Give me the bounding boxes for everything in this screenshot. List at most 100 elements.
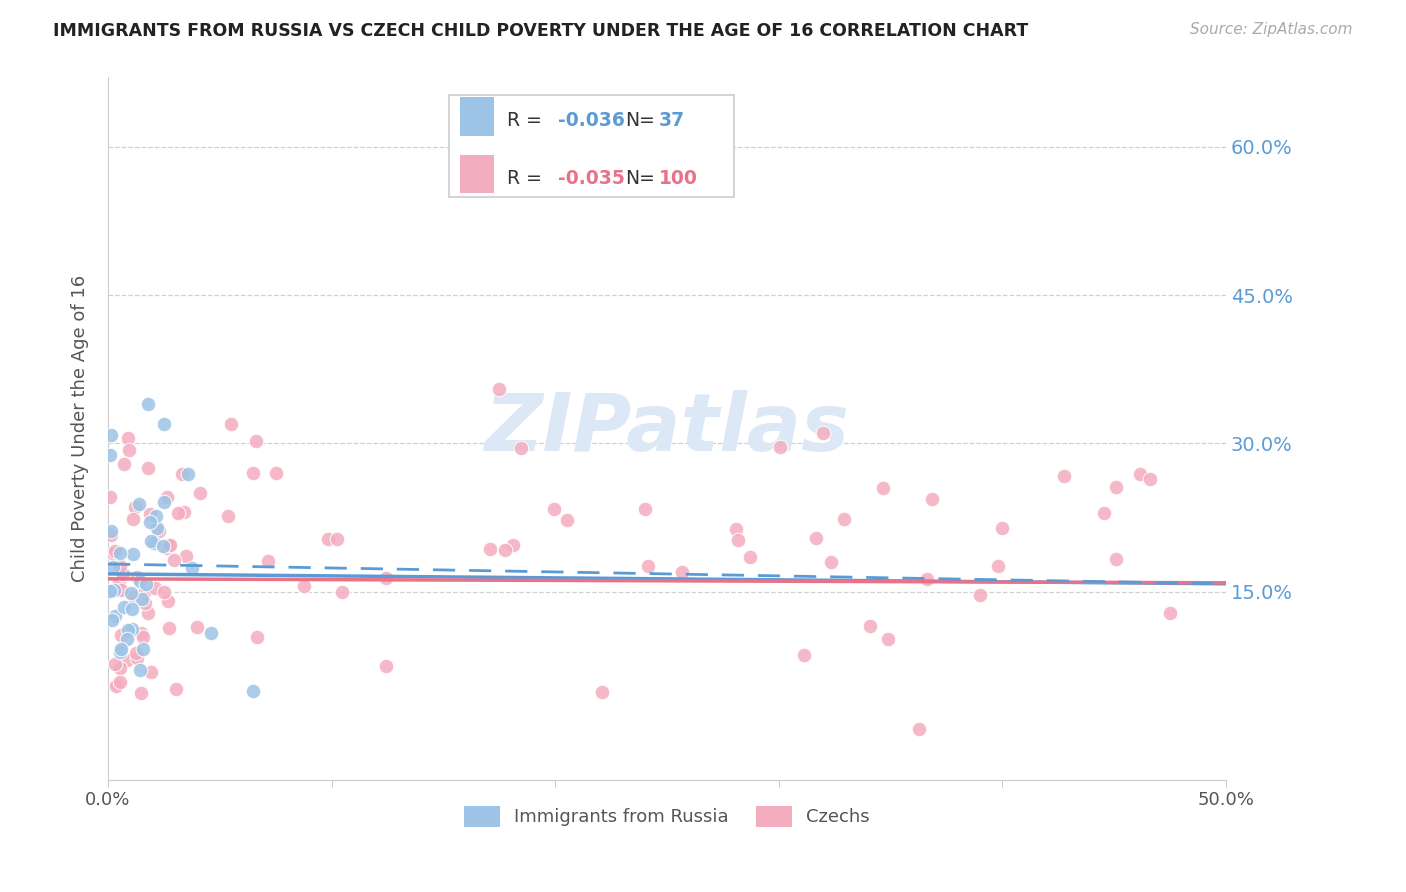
Point — [139, 533, 162, 548]
Point — [115, 653, 138, 667]
Point — [112, 600, 135, 615]
Text: 100: 100 — [659, 169, 697, 187]
Point — [167, 506, 190, 520]
Point — [117, 431, 139, 445]
Point — [872, 481, 894, 495]
Point — [132, 641, 155, 656]
Point — [115, 632, 138, 646]
Point — [375, 571, 398, 585]
Point — [139, 515, 162, 529]
Point — [156, 490, 179, 504]
Text: IMMIGRANTS FROM RUSSIA VS CZECH CHILD POVERTY UNDER THE AGE OF 16 CORRELATION CH: IMMIGRANTS FROM RUSSIA VS CZECH CHILD PO… — [53, 22, 1029, 40]
Point — [242, 466, 264, 480]
Point — [165, 682, 187, 697]
Point — [375, 659, 398, 673]
Point — [98, 449, 121, 463]
Point — [121, 547, 143, 561]
Point — [153, 585, 176, 599]
Point — [157, 594, 180, 608]
Point — [136, 397, 159, 411]
Point — [139, 507, 162, 521]
Point — [110, 583, 132, 598]
Point — [1105, 480, 1128, 494]
Point — [101, 546, 124, 560]
Point — [217, 509, 239, 524]
Point — [108, 559, 131, 574]
Point — [820, 555, 842, 569]
Point — [908, 722, 931, 736]
Point — [813, 426, 835, 441]
Point — [740, 550, 762, 565]
Point — [121, 511, 143, 525]
Bar — [460, 154, 494, 194]
Point — [877, 632, 900, 646]
Point — [727, 533, 749, 548]
Point — [135, 577, 157, 591]
Point — [112, 457, 135, 471]
Point — [159, 538, 181, 552]
Point — [1139, 472, 1161, 486]
Point — [136, 606, 159, 620]
Point — [101, 613, 124, 627]
Point — [104, 609, 127, 624]
Text: R =: R = — [508, 112, 548, 130]
Point — [180, 560, 202, 574]
Point — [186, 620, 208, 634]
Point — [543, 502, 565, 516]
Point — [100, 524, 122, 538]
Point — [108, 574, 131, 589]
Point — [200, 626, 222, 640]
Point — [134, 596, 156, 610]
Point — [634, 501, 657, 516]
Point — [157, 538, 180, 552]
Point — [110, 674, 132, 689]
Point — [105, 676, 128, 690]
Point — [502, 538, 524, 552]
Text: Source: ZipAtlas.com: Source: ZipAtlas.com — [1189, 22, 1353, 37]
Point — [121, 622, 143, 636]
Point — [173, 505, 195, 519]
Point — [110, 641, 132, 656]
Point — [127, 651, 149, 665]
Point — [671, 565, 693, 579]
Point — [111, 567, 134, 582]
Point — [125, 570, 148, 584]
Text: N=: N= — [626, 169, 655, 187]
Point — [125, 646, 148, 660]
Point — [153, 417, 176, 431]
Point — [1159, 606, 1181, 620]
Text: N=: N= — [626, 112, 655, 130]
Point — [1092, 506, 1115, 520]
Point — [100, 427, 122, 442]
Point — [769, 440, 792, 454]
Point — [969, 588, 991, 602]
Point — [162, 553, 184, 567]
Point — [637, 558, 659, 573]
Point — [117, 623, 139, 637]
Point — [156, 541, 179, 556]
Point — [141, 665, 163, 679]
Point — [804, 531, 827, 545]
Point — [257, 554, 280, 568]
Text: -0.036: -0.036 — [558, 112, 626, 130]
Text: R =: R = — [508, 169, 548, 187]
Text: -0.035: -0.035 — [558, 169, 626, 187]
Point — [1053, 468, 1076, 483]
Point — [495, 542, 517, 557]
Point — [1105, 552, 1128, 566]
Point — [170, 467, 193, 482]
Point — [793, 648, 815, 662]
Point — [120, 586, 142, 600]
Point — [1129, 467, 1152, 482]
Point — [124, 500, 146, 514]
Point — [326, 532, 349, 546]
Point — [143, 582, 166, 596]
Point — [104, 544, 127, 558]
Point — [176, 549, 198, 564]
Point — [246, 630, 269, 644]
Point — [108, 661, 131, 675]
Point — [991, 521, 1014, 535]
Point — [591, 685, 613, 699]
Text: ZIPatlas: ZIPatlas — [484, 390, 849, 467]
Point — [146, 521, 169, 535]
